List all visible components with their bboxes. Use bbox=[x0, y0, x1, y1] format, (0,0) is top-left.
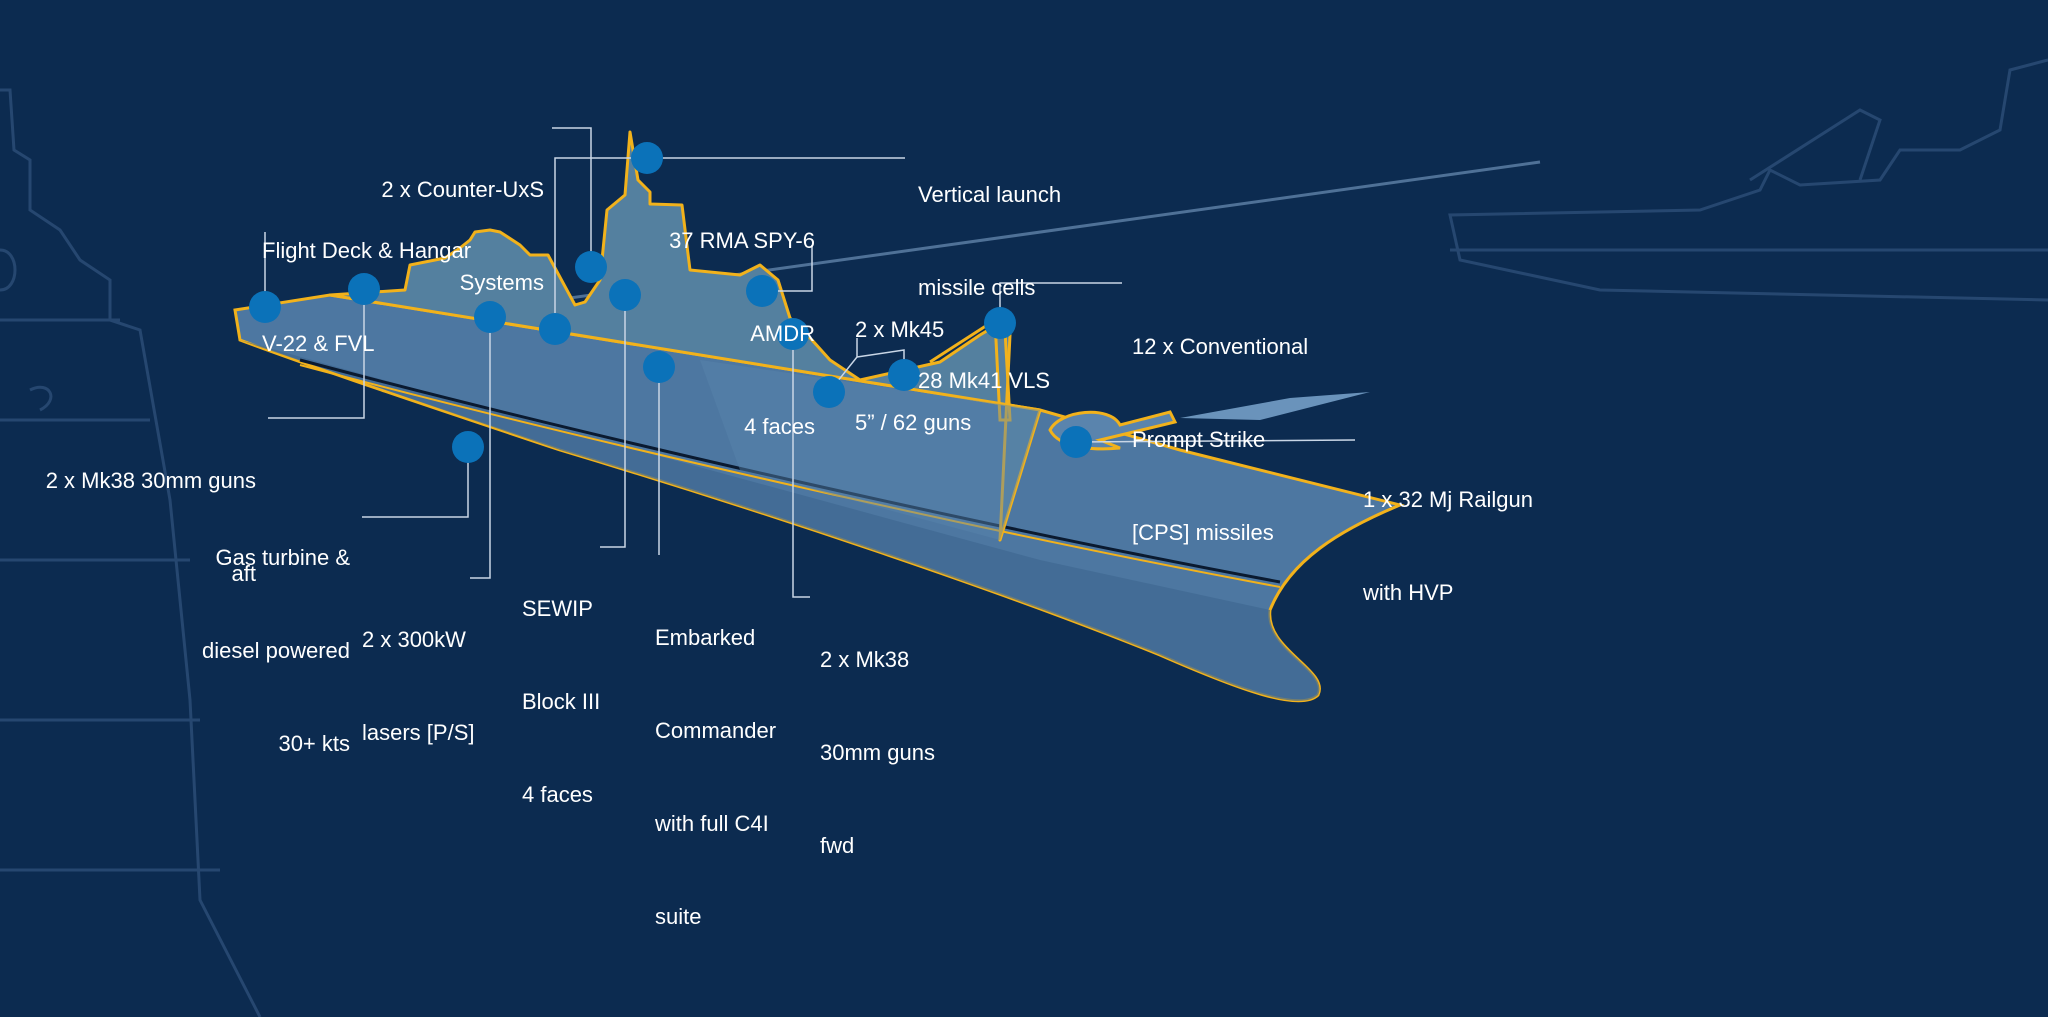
label-line: lasers [P/S] bbox=[362, 720, 475, 745]
label-spy6: 37 RMA SPY-6 AMDR 4 faces bbox=[669, 163, 815, 473]
hull-side-shade bbox=[240, 340, 1320, 701]
label-mk38-aft: 2 x Mk38 30mm guns aft bbox=[46, 403, 256, 620]
label-line: Flight Deck & Hangar bbox=[262, 238, 472, 263]
label-flight-deck: Flight Deck & Hangar V-22 & FVL bbox=[262, 173, 471, 390]
label-line: missile cells bbox=[918, 275, 1036, 300]
label-line: AMDR bbox=[750, 321, 815, 346]
label-line: 30mm guns bbox=[820, 740, 935, 765]
waterline bbox=[299, 358, 1281, 584]
marker-flight-deck[interactable] bbox=[249, 291, 281, 323]
label-line: SEWIP bbox=[522, 596, 593, 621]
label-line: fwd bbox=[820, 833, 855, 858]
marker-mk38-aft[interactable] bbox=[348, 273, 380, 305]
label-line: Gas turbine & bbox=[215, 545, 350, 570]
label-line: with full C4I bbox=[655, 811, 769, 836]
label-lasers: 2 x 300kW lasers [P/S] bbox=[362, 562, 474, 779]
label-line: 28 Mk41 VLS bbox=[918, 368, 1051, 393]
label-line: 2 x Mk38 30mm guns bbox=[45, 468, 256, 493]
label-line: Prompt Strike bbox=[1132, 427, 1266, 452]
marker-mk38-fwd[interactable] bbox=[777, 318, 809, 350]
marker-vls[interactable] bbox=[631, 142, 663, 174]
label-mk45: 2 x Mk45 5” / 62 guns bbox=[855, 252, 971, 469]
railgun-barrel bbox=[1180, 392, 1370, 420]
label-line: with HVP bbox=[1363, 580, 1454, 605]
label-embarked-commander: Embarked Commander with full C4I suite bbox=[655, 560, 776, 963]
label-line: 30+ kts bbox=[278, 731, 350, 756]
label-line: 2 x 300kW bbox=[362, 627, 466, 652]
background-ship-outlines bbox=[0, 58, 2048, 1017]
label-line: suite bbox=[655, 904, 702, 929]
marker-counter-uxs[interactable] bbox=[575, 251, 607, 283]
marker-embarked-commander[interactable] bbox=[643, 351, 675, 383]
label-railgun: 1 x 32 Mj Railgun with HVP bbox=[1363, 422, 1533, 639]
marker-mk45-a[interactable] bbox=[813, 376, 845, 408]
label-sewip: SEWIP Block III 4 faces bbox=[522, 531, 600, 841]
label-line: 5” / 62 guns bbox=[855, 410, 972, 435]
ship-superstructure bbox=[328, 130, 1042, 542]
marker-sewip[interactable] bbox=[609, 279, 641, 311]
label-line: 4 faces bbox=[522, 782, 593, 807]
label-line: 2 x Mk45 bbox=[855, 317, 945, 342]
label-line: 37 RMA SPY-6 bbox=[669, 228, 815, 253]
label-line: Vertical launch bbox=[918, 182, 1062, 207]
leader-lines bbox=[264, 127, 1356, 598]
label-line: V-22 & FVL bbox=[262, 331, 375, 356]
marker-railgun[interactable] bbox=[1060, 426, 1092, 458]
marker-systems[interactable] bbox=[539, 313, 571, 345]
label-line: 4 faces bbox=[744, 414, 815, 439]
label-line: Systems bbox=[459, 270, 544, 295]
marker-gas-turbine[interactable] bbox=[452, 431, 484, 463]
cps-launcher bbox=[929, 317, 1012, 422]
forward-deck bbox=[700, 360, 1040, 540]
label-line: Commander bbox=[655, 718, 777, 743]
label-counter-uxs: 2 x Counter-UxS Systems bbox=[381, 112, 544, 329]
marker-cps[interactable] bbox=[984, 307, 1016, 339]
label-cps: 12 x Conventional Prompt Strike [CPS] mi… bbox=[1132, 269, 1308, 579]
marker-spy6[interactable] bbox=[746, 275, 778, 307]
callout-markers bbox=[249, 142, 1092, 463]
label-line: diesel powered bbox=[202, 638, 350, 663]
label-gas-turbine: Gas turbine & diesel powered 30+ kts bbox=[202, 480, 350, 790]
label-line: Embarked bbox=[655, 625, 756, 650]
label-vls: Vertical launch missile cells 28 Mk41 VL… bbox=[918, 117, 1061, 427]
label-line: [CPS] missiles bbox=[1132, 520, 1274, 545]
label-line: Block III bbox=[522, 689, 601, 714]
marker-lasers[interactable] bbox=[474, 301, 506, 333]
marker-mk45-b[interactable] bbox=[888, 359, 920, 391]
waterline-outline bbox=[299, 364, 1281, 588]
label-line: aft bbox=[231, 561, 256, 586]
label-line: 2 x Counter-UxS bbox=[381, 177, 544, 202]
label-line: 2 x Mk38 bbox=[820, 647, 910, 672]
label-line: 1 x 32 Mj Railgun bbox=[1363, 487, 1533, 512]
label-mk38-fwd: 2 x Mk38 30mm guns fwd bbox=[820, 582, 935, 892]
label-line: 12 x Conventional bbox=[1132, 334, 1309, 359]
